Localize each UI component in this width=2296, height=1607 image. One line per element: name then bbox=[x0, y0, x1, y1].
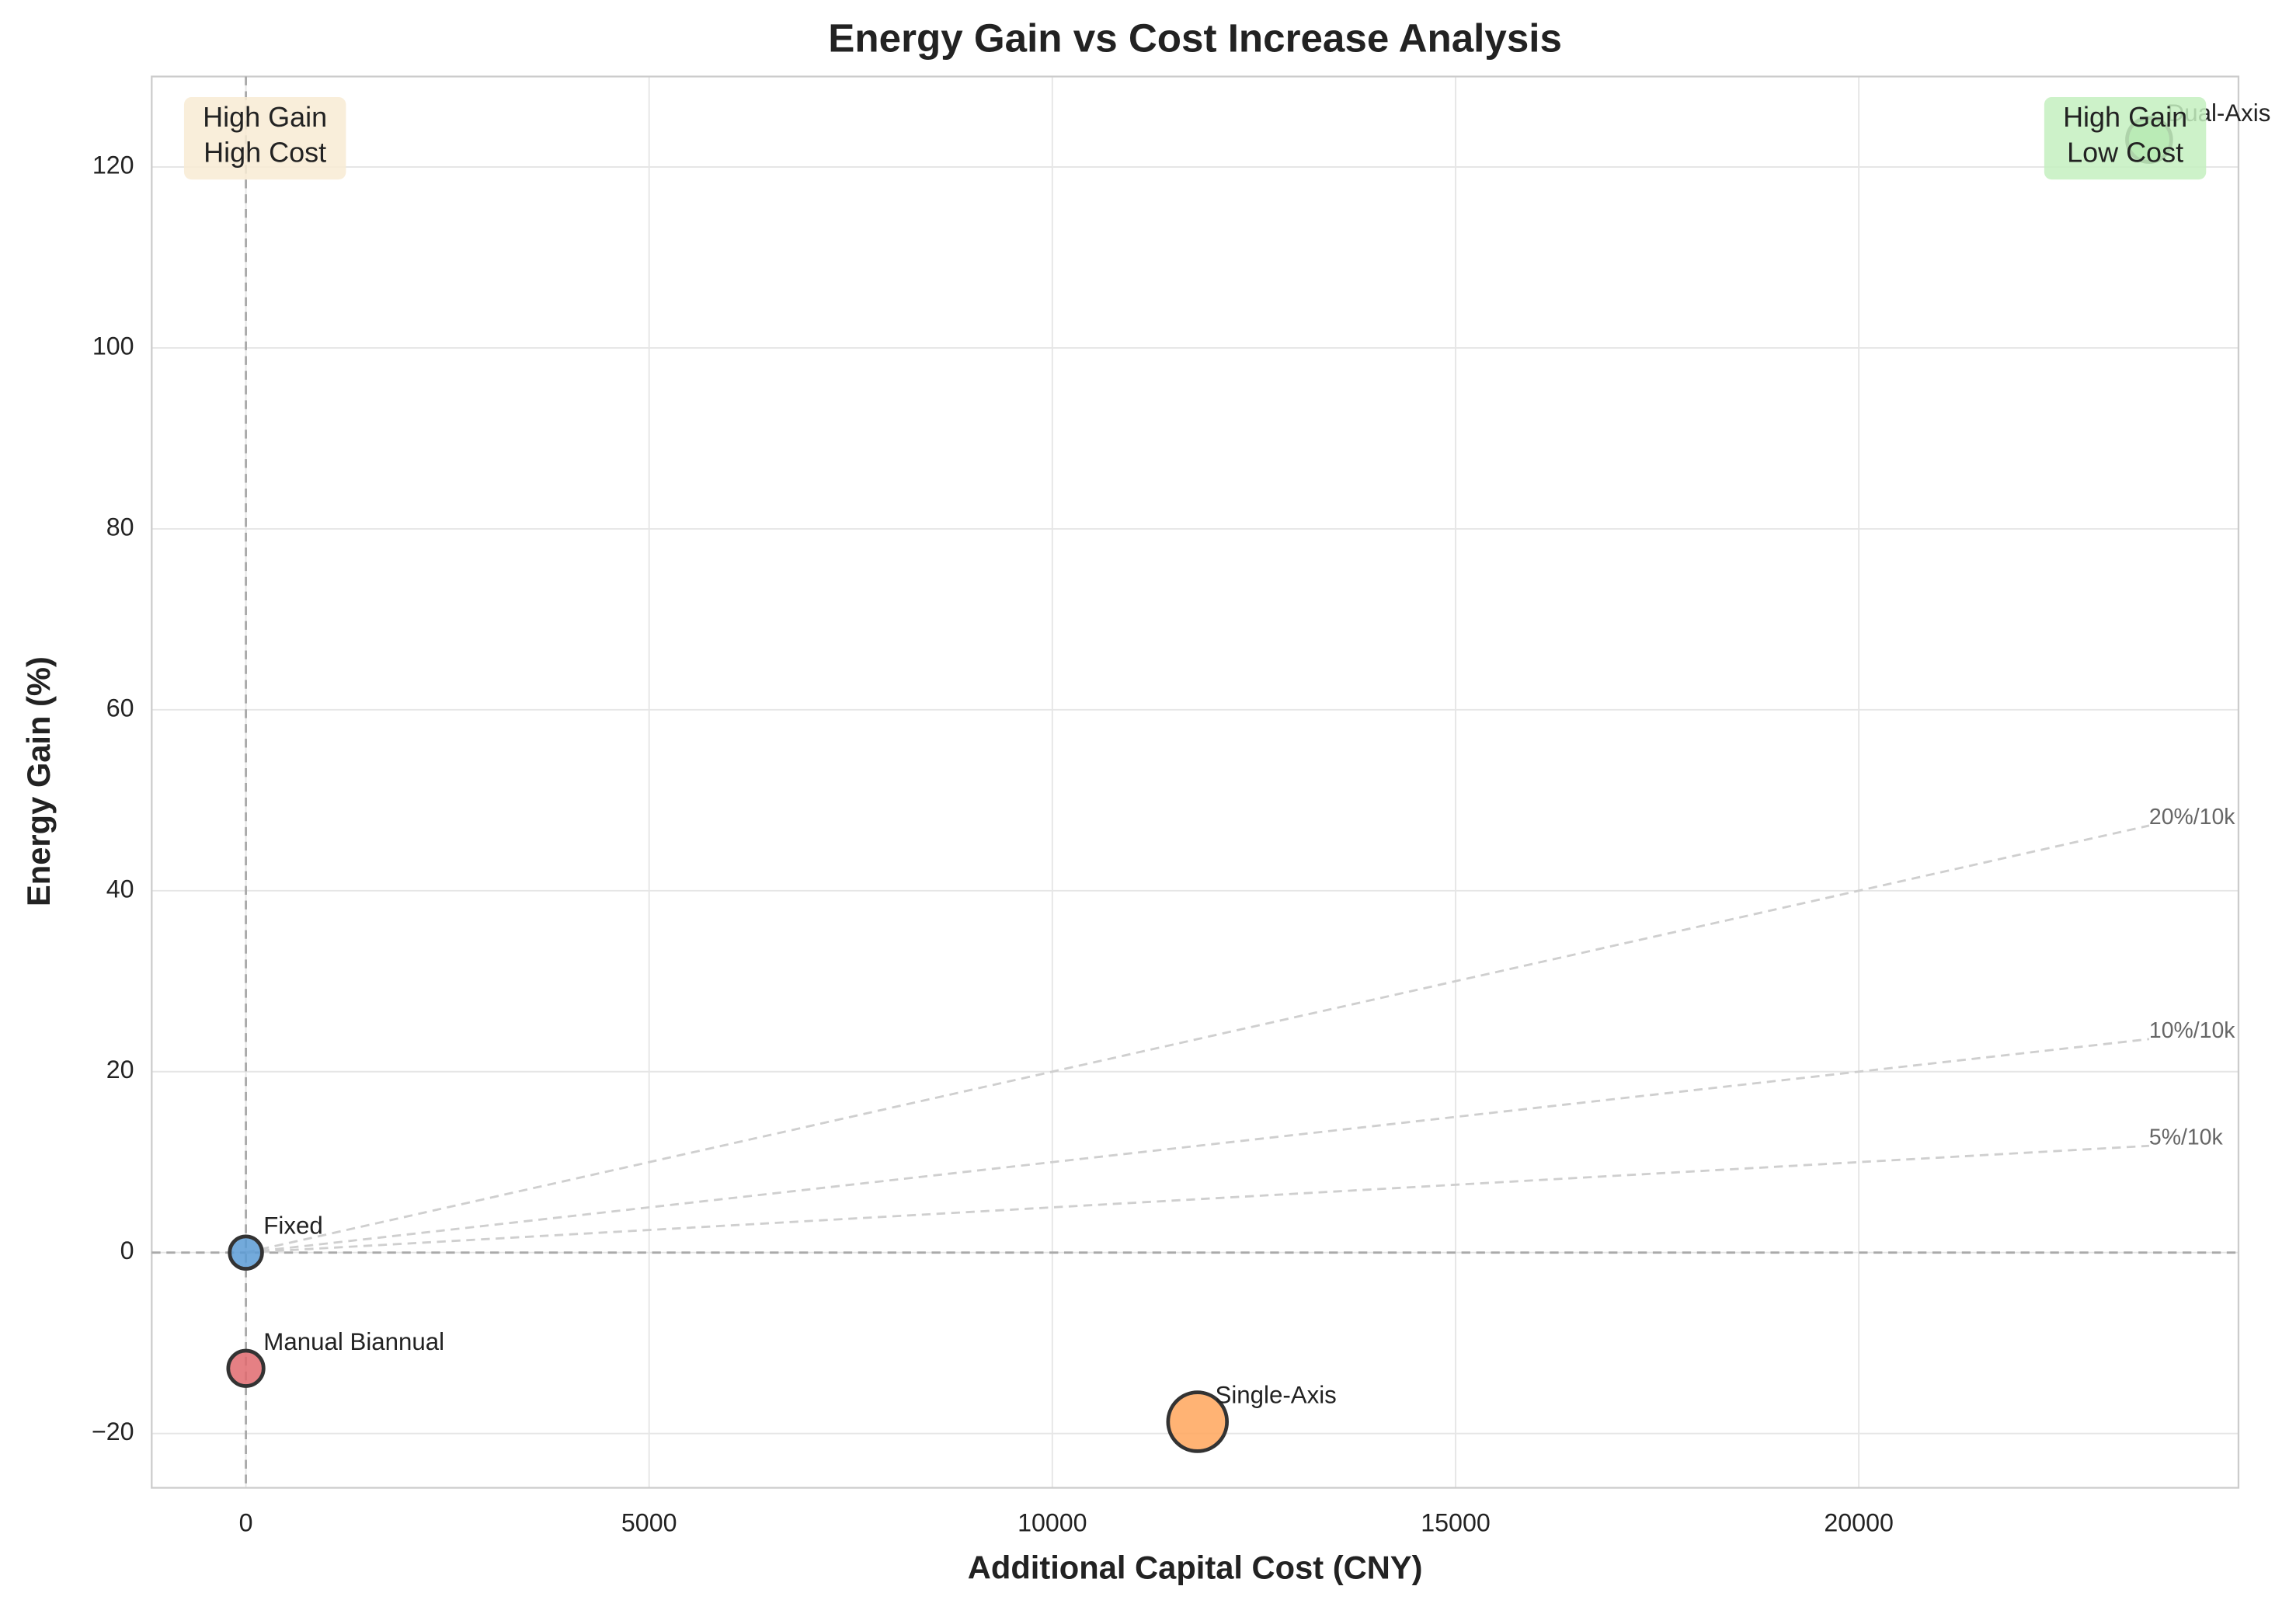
reference-line bbox=[245, 1144, 2150, 1254]
data-label: Manual Biannual bbox=[263, 1328, 444, 1355]
y-tick-label: 120 bbox=[92, 151, 134, 179]
data-label: Fixed bbox=[263, 1212, 322, 1240]
quadrant-label: High Gain bbox=[2063, 101, 2187, 133]
y-tick-label: 100 bbox=[92, 332, 134, 360]
quadrant-label: High Gain bbox=[203, 101, 327, 133]
x-tick-label: 20000 bbox=[1824, 1508, 1894, 1536]
reference-label: 10%/10k bbox=[2149, 1018, 2235, 1043]
data-label: Single-Axis bbox=[1215, 1382, 1336, 1409]
bubble bbox=[226, 1348, 266, 1388]
y-tick-label: 20 bbox=[106, 1056, 134, 1084]
y-axis-label: Energy Gain (%) bbox=[20, 656, 57, 906]
quadrant-box bbox=[2044, 97, 2207, 180]
plot-frame bbox=[151, 75, 2240, 1489]
y-tick-label: 40 bbox=[106, 875, 134, 903]
y-tick-label: 80 bbox=[106, 513, 134, 541]
y-tick-label: 0 bbox=[120, 1237, 134, 1264]
quadrant-label: High Cost bbox=[204, 136, 326, 168]
bubble bbox=[1166, 1390, 1230, 1453]
y-tick-label: −20 bbox=[92, 1417, 134, 1445]
y-tick-label: 60 bbox=[106, 694, 134, 722]
x-tick-label: 5000 bbox=[621, 1508, 677, 1536]
x-tick-label: 10000 bbox=[1018, 1508, 1087, 1536]
quadrant-box bbox=[183, 97, 346, 180]
reference-line bbox=[245, 824, 2150, 1254]
bubble bbox=[228, 1234, 264, 1271]
x-tick-label: 15000 bbox=[1421, 1508, 1491, 1536]
quadrant-label: Low Cost bbox=[2067, 136, 2183, 168]
reference-label: 20%/10k bbox=[2149, 805, 2235, 830]
x-axis-label: Additional Capital Cost (CNY) bbox=[968, 1550, 1423, 1586]
reference-line bbox=[245, 1038, 2150, 1254]
chart-title: Energy Gain vs Cost Increase Analysis bbox=[828, 16, 1562, 61]
x-tick-label: 0 bbox=[239, 1508, 253, 1536]
reference-label: 5%/10k bbox=[2149, 1125, 2224, 1150]
